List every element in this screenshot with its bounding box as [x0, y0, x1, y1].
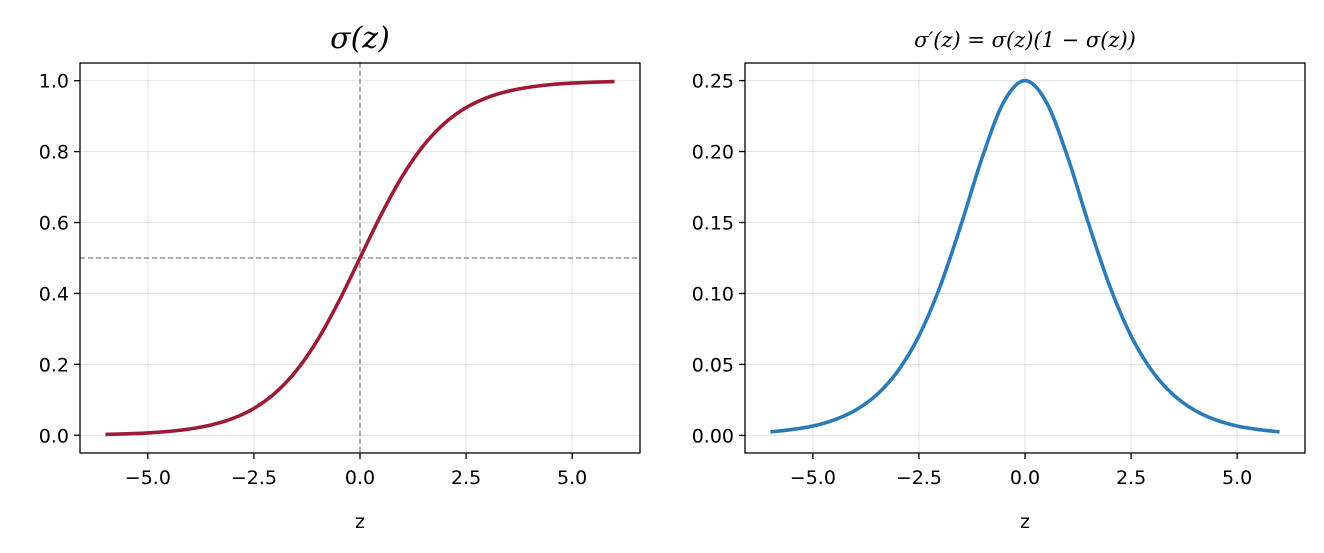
y-tick-label: 0.00 [692, 425, 734, 447]
y-tick-label: 0.8 [39, 142, 69, 164]
y-tick-label: 0.10 [692, 283, 734, 305]
x-tick-label: 2.5 [451, 467, 481, 489]
y-tick-label: 0.6 [39, 213, 69, 235]
y-tick-label: 0.0 [39, 425, 69, 447]
x-axis-label: z [355, 511, 365, 533]
x-axis-label: z [1020, 511, 1030, 533]
y-tick-label: 0.25 [692, 71, 734, 93]
x-tick-label: 2.5 [1116, 467, 1146, 489]
x-tick-label: −5.0 [790, 467, 836, 489]
y-tick-label: 0.15 [692, 213, 734, 235]
x-tick-label: 0.0 [345, 467, 375, 489]
y-tick-label: 0.4 [39, 283, 69, 305]
y-tick-label: 0.05 [692, 354, 734, 376]
x-tick-label: 5.0 [557, 467, 587, 489]
grid [745, 63, 1305, 453]
chart-title: σ′(z) = σ(z)(1 − σ(z)) [914, 28, 1136, 52]
y-tick-label: 0.20 [692, 142, 734, 164]
chart-title: σ(z) [330, 21, 390, 56]
x-tick-label: 5.0 [1222, 467, 1252, 489]
x-tick-label: 0.0 [1010, 467, 1040, 489]
y-tick-label: 0.2 [39, 354, 69, 376]
x-tick-label: −2.5 [231, 467, 277, 489]
y-tick-label: 1.0 [39, 71, 69, 93]
series-line-0 [770, 78, 1280, 434]
x-tick-label: −5.0 [125, 467, 171, 489]
sigmoid-panel: −5.0 −2.5 0.0 2.5 5.0 0.0 0.2 0.4 0.6 0.8 1.0 z σ(z) [39, 21, 641, 533]
series-line-0 [105, 79, 615, 437]
x-tick-label: −2.5 [896, 467, 942, 489]
sigmoid-derivative-panel: −5.0 −2.5 0.0 2.5 5.0 0.00 0.05 0.10 0.15 0.20 0.2… [692, 28, 1306, 533]
